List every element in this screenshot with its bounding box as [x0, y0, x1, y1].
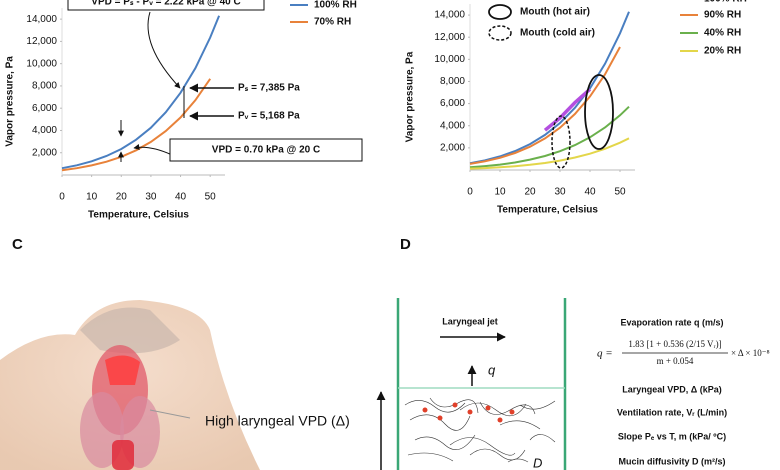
y-tick-label: 12,000: [26, 36, 57, 47]
x-tick-label: 40: [584, 187, 596, 198]
x-tick-label: 20: [524, 187, 536, 198]
caption: High laryngeal VPD (Δ): [205, 413, 350, 429]
param: Ventilation rate, Vᵣ (L/min): [617, 407, 727, 417]
panel-label: D: [400, 236, 411, 253]
x-tick-label: 50: [205, 192, 217, 203]
annotation: Pₛ = 7,385 Pa: [238, 83, 300, 94]
series-line: [469, 46, 621, 165]
y-tick-label: 14,000: [26, 14, 57, 25]
y-tick-label: 10,000: [26, 58, 57, 69]
param: Evaporation rate q (m/s): [620, 317, 723, 327]
formula-numerator: 1.83 [1 + 0.536 (2/15 Vᵣ)]: [628, 339, 721, 349]
annotation: VPD = Pₛ - Pᵥ = 2.22 kPa @ 40 C: [91, 0, 240, 8]
x-tick-label: 0: [467, 187, 473, 198]
panel-label: C: [12, 236, 23, 253]
x-tick-label: 0: [59, 192, 65, 203]
x-tick-label: 30: [554, 187, 566, 198]
airway-diagram: [376, 298, 567, 470]
legend-label: 70% RH: [314, 17, 351, 28]
x-axis-label: Temperature, Celsius: [88, 210, 189, 221]
series-line: [61, 78, 212, 172]
x-tick-label: 10: [494, 187, 506, 198]
param: Laryngeal VPD, Δ (kPa): [622, 384, 722, 394]
legend-label: 100% RH: [704, 0, 747, 5]
annotation-box: [67, 0, 265, 11]
annotation-box: [169, 138, 363, 162]
charts: 2,000 4,000 6,000 8,000 10,000 12,000 14,000 0 1…: [5, 0, 747, 221]
jet-label: Laryngeal jet: [442, 316, 498, 326]
x-tick-label: 40: [175, 192, 187, 203]
annotation-arrow: [133, 144, 173, 156]
legend-icon: [488, 4, 512, 20]
y-tick-label: 14,000: [434, 10, 465, 21]
y-tick-label: 8,000: [32, 81, 57, 92]
mouth-cold: [551, 115, 571, 169]
y-tick-label: 6,000: [32, 103, 57, 114]
neck-illustration: [0, 300, 260, 470]
legend-label: 90% RH: [704, 10, 741, 21]
x-tick-label: 10: [86, 192, 98, 203]
legend-icon: [488, 25, 512, 41]
series-line: [543, 87, 592, 132]
mouth-hot: [584, 74, 614, 150]
series-line: [61, 15, 221, 170]
d-label: D: [533, 455, 542, 470]
x-tick-label: 50: [614, 187, 626, 198]
x-axis-label: Temperature, Celsius: [497, 205, 598, 216]
y-axis-label: Vapor pressure, Pa: [5, 56, 16, 147]
y-tick-label: 8,000: [440, 76, 465, 87]
param: Slope Pₑ vs T, m (kPa/ ºC): [618, 431, 726, 441]
y-tick-label: 10,000: [434, 54, 465, 65]
legend-label: 100% RH: [314, 0, 357, 11]
y-tick-label: 4,000: [440, 120, 465, 131]
legend-label: Mouth (hot air): [520, 7, 590, 18]
formula-lhs: q =: [597, 348, 613, 360]
annotation-arrow: [147, 11, 181, 89]
y-tick-label: 12,000: [434, 32, 465, 43]
legend-label: 20% RH: [704, 46, 741, 57]
formula-denominator: m + 0.054: [657, 356, 694, 366]
legend-label: 40% RH: [704, 28, 741, 39]
formula-tail: × Δ × 10⁻⁸: [731, 348, 770, 358]
y-axis-label: Vapor pressure, Pa: [405, 51, 416, 142]
annotation: Pᵥ = 5,168 Pa: [238, 111, 300, 122]
y-tick-label: 2,000: [440, 143, 465, 154]
legend-label: Mouth (cold air): [520, 28, 595, 39]
x-tick-label: 20: [116, 192, 128, 203]
y-tick-label: 4,000: [32, 125, 57, 136]
q-label: q: [488, 362, 496, 377]
annotation: VPD = 0.70 kPa @ 20 C: [212, 145, 320, 156]
y-tick-label: 2,000: [32, 147, 57, 158]
series-line: [469, 137, 630, 170]
param: Mucin diffusivity D (m²/s): [618, 456, 725, 466]
y-tick-label: 6,000: [440, 98, 465, 109]
x-tick-label: 30: [145, 192, 157, 203]
